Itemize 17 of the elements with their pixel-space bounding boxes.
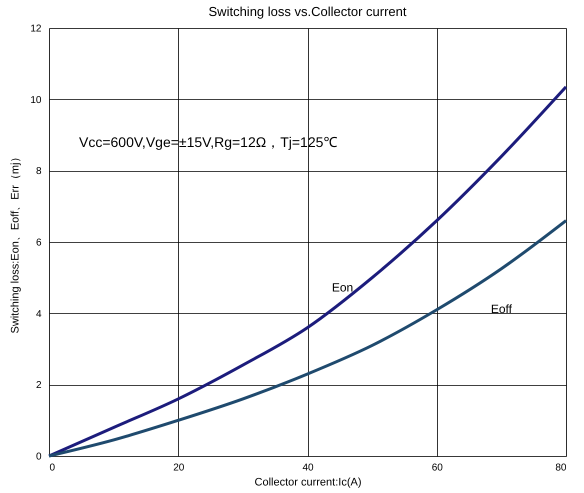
series-label: Eoff [490,302,513,316]
x-tick-label: 0 [50,462,56,474]
x-tick-label: 60 [432,462,444,474]
chart-title: Switching loss vs.Collector current [208,4,407,19]
y-tick-label: 4 [36,308,42,320]
y-tick-label: 6 [36,238,42,248]
x-tick-label: 20 [173,462,185,474]
y-axis-title: Switching loss:Eon、Eoff、Err（mj） [9,152,22,334]
x-axis-title: Collector current:Ic(A) [254,476,362,488]
y-tick-label: 8 [36,166,42,178]
y-tick-label: 0 [36,452,42,462]
y-tick-label: 10 [30,94,42,106]
series-label: Eon [332,280,354,295]
x-tick-label: 40 [302,462,314,474]
y-tick-label: 12 [30,24,42,34]
y-tick-label: 2 [36,380,42,392]
x-tick-label: 80 [555,462,567,474]
